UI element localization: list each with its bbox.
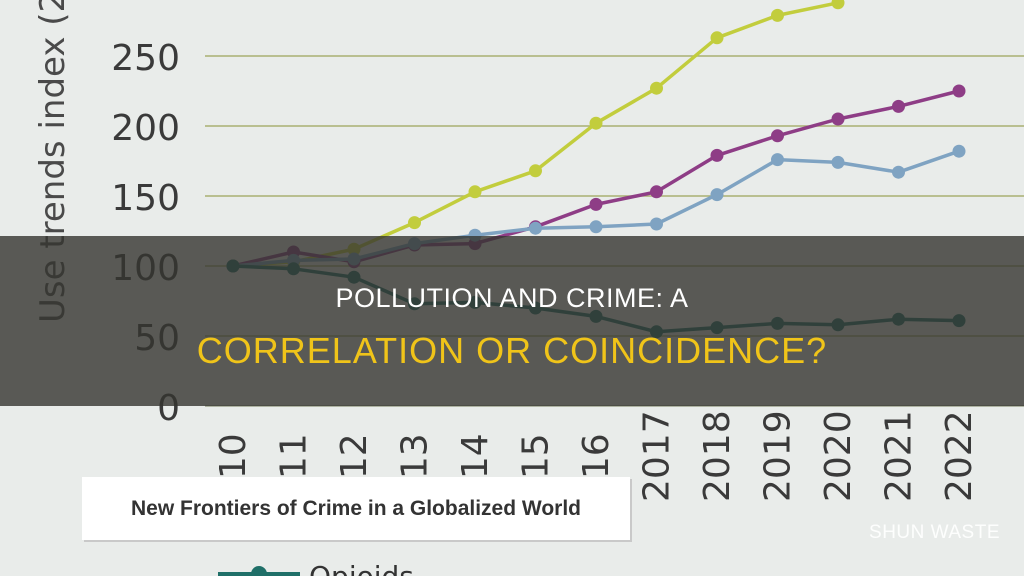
title-banner — [0, 236, 1024, 406]
x-tick-label: 2020 — [818, 410, 859, 502]
y-tick-label: 150 — [111, 178, 180, 219]
data-point — [831, 112, 845, 126]
legend-swatch-marker — [251, 566, 267, 576]
y-tick-label: 200 — [111, 108, 180, 149]
y-tick-label: 250 — [111, 38, 180, 79]
x-tick-label: 2018 — [697, 410, 738, 502]
data-point — [952, 84, 966, 98]
caption-text: New Frontiers of Crime in a Globalized W… — [130, 496, 581, 520]
data-point — [589, 116, 603, 130]
data-point — [892, 99, 905, 113]
data-point — [589, 197, 603, 211]
x-tick-label: 2017 — [637, 410, 678, 502]
x-tick-label: 2019 — [758, 410, 799, 502]
data-point — [710, 31, 724, 45]
banner-title-line1: POLLUTION AND CRIME: A — [335, 283, 689, 313]
data-point — [771, 8, 784, 22]
legend-label: Opioids — [309, 560, 414, 576]
data-point — [468, 185, 482, 199]
data-point — [771, 129, 784, 143]
data-point — [831, 155, 845, 169]
x-tick-label: 2021 — [879, 410, 920, 502]
data-point — [529, 164, 542, 178]
banner-title-line2: CORRELATION OR COINCIDENCE? — [196, 330, 828, 371]
data-point — [952, 144, 966, 158]
caption-box[interactable]: New Frontiers of Crime in a Globalized W… — [82, 477, 630, 540]
data-point — [589, 220, 603, 234]
data-point — [529, 221, 542, 235]
site-watermark: SHUN WASTE — [869, 522, 1000, 543]
data-point — [650, 81, 663, 95]
data-point — [710, 188, 724, 202]
x-tick-label: 2022 — [939, 410, 980, 502]
data-point — [831, 0, 845, 10]
data-point — [408, 216, 421, 230]
data-point — [650, 185, 663, 199]
data-point — [892, 165, 905, 179]
data-point — [710, 148, 724, 162]
data-point — [650, 217, 663, 231]
data-point — [771, 153, 784, 167]
